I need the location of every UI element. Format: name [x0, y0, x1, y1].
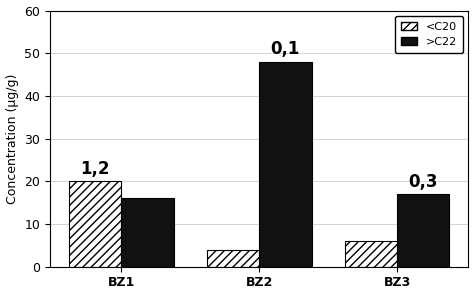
- Bar: [121, 199, 173, 267]
- Bar: [69, 181, 121, 267]
- Text: 0,1: 0,1: [271, 40, 300, 58]
- Text: 0,3: 0,3: [409, 173, 438, 191]
- Text: 1,2: 1,2: [80, 160, 110, 178]
- Bar: [397, 194, 449, 267]
- Legend: <C20, >C22: <C20, >C22: [395, 16, 463, 53]
- Bar: [207, 250, 259, 267]
- Y-axis label: Concentration (μg/g): Concentration (μg/g): [6, 73, 18, 204]
- Bar: [345, 241, 397, 267]
- Bar: [259, 62, 311, 267]
